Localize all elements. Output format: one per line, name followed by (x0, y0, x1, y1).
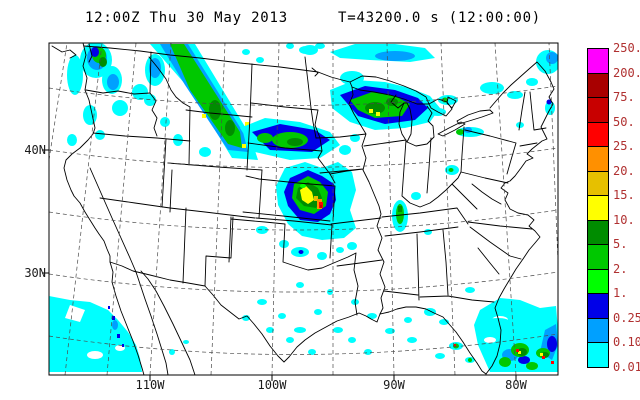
colorbar-label: 0.25 (613, 311, 640, 325)
colorbar-swatch (587, 293, 609, 319)
colorbar-swatch (587, 48, 609, 74)
colorbar-swatch (587, 73, 609, 99)
lon-tick-label: 100W (250, 378, 294, 392)
lake-ontario (457, 110, 493, 124)
precip-upper-midwest (302, 44, 538, 130)
colorbar-label: 0.10 (613, 335, 640, 349)
colorbar-label: 1. (613, 286, 627, 300)
colorbar-label: 15. (613, 188, 635, 202)
colorbar-label: 250. (613, 41, 640, 55)
colorbar-swatch (587, 122, 609, 148)
colorbar-label: 25. (613, 139, 635, 153)
lon-tick-label: 80W (494, 378, 538, 392)
colorbar-label: 0.01 (613, 360, 640, 374)
precip-plains-band (240, 118, 360, 160)
colorbar-label: 20. (613, 164, 635, 178)
colorbar-swatch (587, 146, 609, 172)
colorbar-swatch (587, 220, 609, 246)
colorbar-label: 2. (613, 262, 627, 276)
colorbar-swatch (587, 97, 609, 123)
colorbar-label: 5. (613, 237, 627, 251)
colorbar-swatch (587, 195, 609, 221)
lon-tick-label: 90W (372, 378, 416, 392)
colorbar-label: 10. (613, 213, 635, 227)
coastline-mexico-mainland (141, 271, 195, 375)
colorbar-swatch (587, 244, 609, 270)
colorbar-label: 75. (613, 90, 635, 104)
precip-central-plains-storm (256, 162, 357, 260)
colorbar-swatch (587, 269, 609, 295)
grads-plot: 12:00Z Thu 30 May 2013 T=43200.0 s (12:0… (0, 0, 640, 400)
lat-tick-label: 30N (14, 266, 46, 280)
lat-tick-label: 40N (14, 143, 46, 157)
colorbar-swatch (587, 318, 609, 344)
precip-pacific-baja (49, 296, 189, 372)
colorbar-label: 50. (613, 115, 635, 129)
coastline-baja-east (136, 272, 168, 375)
colorbar-swatch (587, 171, 609, 197)
coastline-gulf (289, 307, 486, 374)
colorbar-swatch (587, 342, 609, 368)
map-figure (0, 0, 640, 400)
lon-tick-label: 110W (128, 378, 172, 392)
colorbar-label: 200. (613, 66, 640, 80)
